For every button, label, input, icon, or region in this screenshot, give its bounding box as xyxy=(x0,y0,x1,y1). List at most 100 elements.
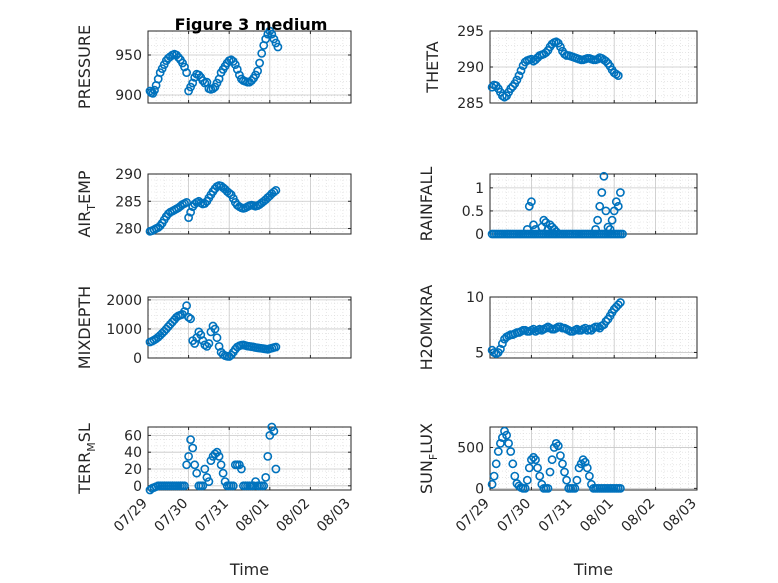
y-axis-label: SUNFLUX xyxy=(417,423,440,494)
subplot-rainfall: 0 0.5 1 RAINFALL xyxy=(417,167,698,243)
axes-box xyxy=(147,30,352,104)
data-point xyxy=(595,201,605,211)
y-tick-label: 0 xyxy=(475,481,484,497)
data-point xyxy=(184,451,193,461)
data-point xyxy=(616,483,625,493)
data-point xyxy=(527,455,536,465)
data-point xyxy=(570,483,580,493)
y-tick-label: 290 xyxy=(457,60,484,76)
data-point xyxy=(200,464,210,474)
data-point xyxy=(582,463,592,473)
data-point xyxy=(208,84,218,93)
data-point xyxy=(212,447,222,457)
data-point xyxy=(186,207,195,217)
data-series xyxy=(487,37,623,102)
data-point xyxy=(218,468,228,478)
data-point xyxy=(611,197,621,207)
data-point xyxy=(180,481,189,491)
y-axis-label: RAINFALL xyxy=(417,167,436,242)
data-point xyxy=(261,472,271,482)
data-point xyxy=(184,213,193,222)
y-tick-label: 500 xyxy=(457,440,484,456)
data-point xyxy=(190,460,200,470)
data-point xyxy=(269,187,279,197)
data-point xyxy=(255,58,264,68)
data-point xyxy=(549,224,559,234)
data-point xyxy=(616,188,625,197)
y-tick-label: 40 xyxy=(124,445,142,461)
data-series xyxy=(145,26,283,98)
data-point xyxy=(514,71,524,80)
data-point xyxy=(504,438,513,448)
x-tick-label: 08/02 xyxy=(273,496,313,536)
axes-box xyxy=(489,426,698,491)
data-point xyxy=(232,65,242,74)
data-point xyxy=(202,472,212,482)
data-point xyxy=(216,460,226,470)
data-point xyxy=(516,66,526,75)
data-point xyxy=(551,438,561,448)
data-point xyxy=(551,227,561,237)
data-point xyxy=(512,75,522,85)
axes-box xyxy=(147,296,352,359)
x-axis-label: Time xyxy=(229,560,269,579)
data-point xyxy=(613,300,623,310)
data-point xyxy=(236,464,246,474)
data-point xyxy=(520,483,530,493)
x-tick-label: 08/03 xyxy=(660,496,700,536)
data-point xyxy=(204,339,214,348)
subplot-theta: 285 290 295 THETA xyxy=(423,24,698,112)
data-point xyxy=(531,455,540,465)
data-point xyxy=(210,324,220,334)
x-tick-label: 07/30 xyxy=(152,496,192,536)
data-point xyxy=(506,447,516,456)
data-point xyxy=(576,459,586,469)
data-point xyxy=(192,468,202,478)
data-point xyxy=(259,481,269,491)
data-point xyxy=(607,215,617,225)
data-point xyxy=(522,475,532,485)
data-point xyxy=(524,463,534,473)
data-point xyxy=(533,463,542,473)
y-tick-label: 0 xyxy=(133,479,142,495)
data-series xyxy=(487,298,625,358)
data-point xyxy=(601,56,611,66)
y-tick-label: 5 xyxy=(475,345,484,361)
data-point xyxy=(553,441,563,451)
x-tick-label: 08/03 xyxy=(314,496,354,536)
data-point xyxy=(527,197,536,207)
data-point xyxy=(489,471,499,481)
data-point xyxy=(539,215,549,225)
data-point xyxy=(495,344,505,354)
data-point xyxy=(599,171,609,181)
data-point xyxy=(578,455,588,465)
data-point xyxy=(558,459,567,469)
data-point xyxy=(184,312,193,322)
y-tick-label: 0 xyxy=(133,351,142,367)
x-tick-label: 07/31 xyxy=(536,496,576,536)
data-point xyxy=(271,185,281,195)
data-point xyxy=(522,224,532,234)
y-tick-label: 290 xyxy=(115,167,142,183)
data-point xyxy=(261,34,271,44)
y-tick-label: 60 xyxy=(124,428,142,444)
data-series xyxy=(145,301,281,361)
data-point xyxy=(182,301,191,311)
subplot-pressure: 900 950 PRESSURE xyxy=(75,25,352,109)
data-point xyxy=(204,477,214,486)
data-point xyxy=(188,443,198,453)
y-tick-label: 285 xyxy=(457,96,484,112)
data-point xyxy=(535,471,545,481)
data-point xyxy=(188,78,198,88)
subplot-mixdepth: 0 1000 2000 MIXDEPTH xyxy=(75,286,352,369)
data-point xyxy=(618,229,627,239)
data-point xyxy=(206,456,216,465)
data-point xyxy=(613,71,623,80)
x-tick-label: 08/01 xyxy=(577,496,617,536)
data-point xyxy=(597,188,607,197)
data-point xyxy=(601,316,611,326)
data-point xyxy=(180,62,189,72)
data-point xyxy=(194,70,204,80)
data-point xyxy=(214,451,224,461)
